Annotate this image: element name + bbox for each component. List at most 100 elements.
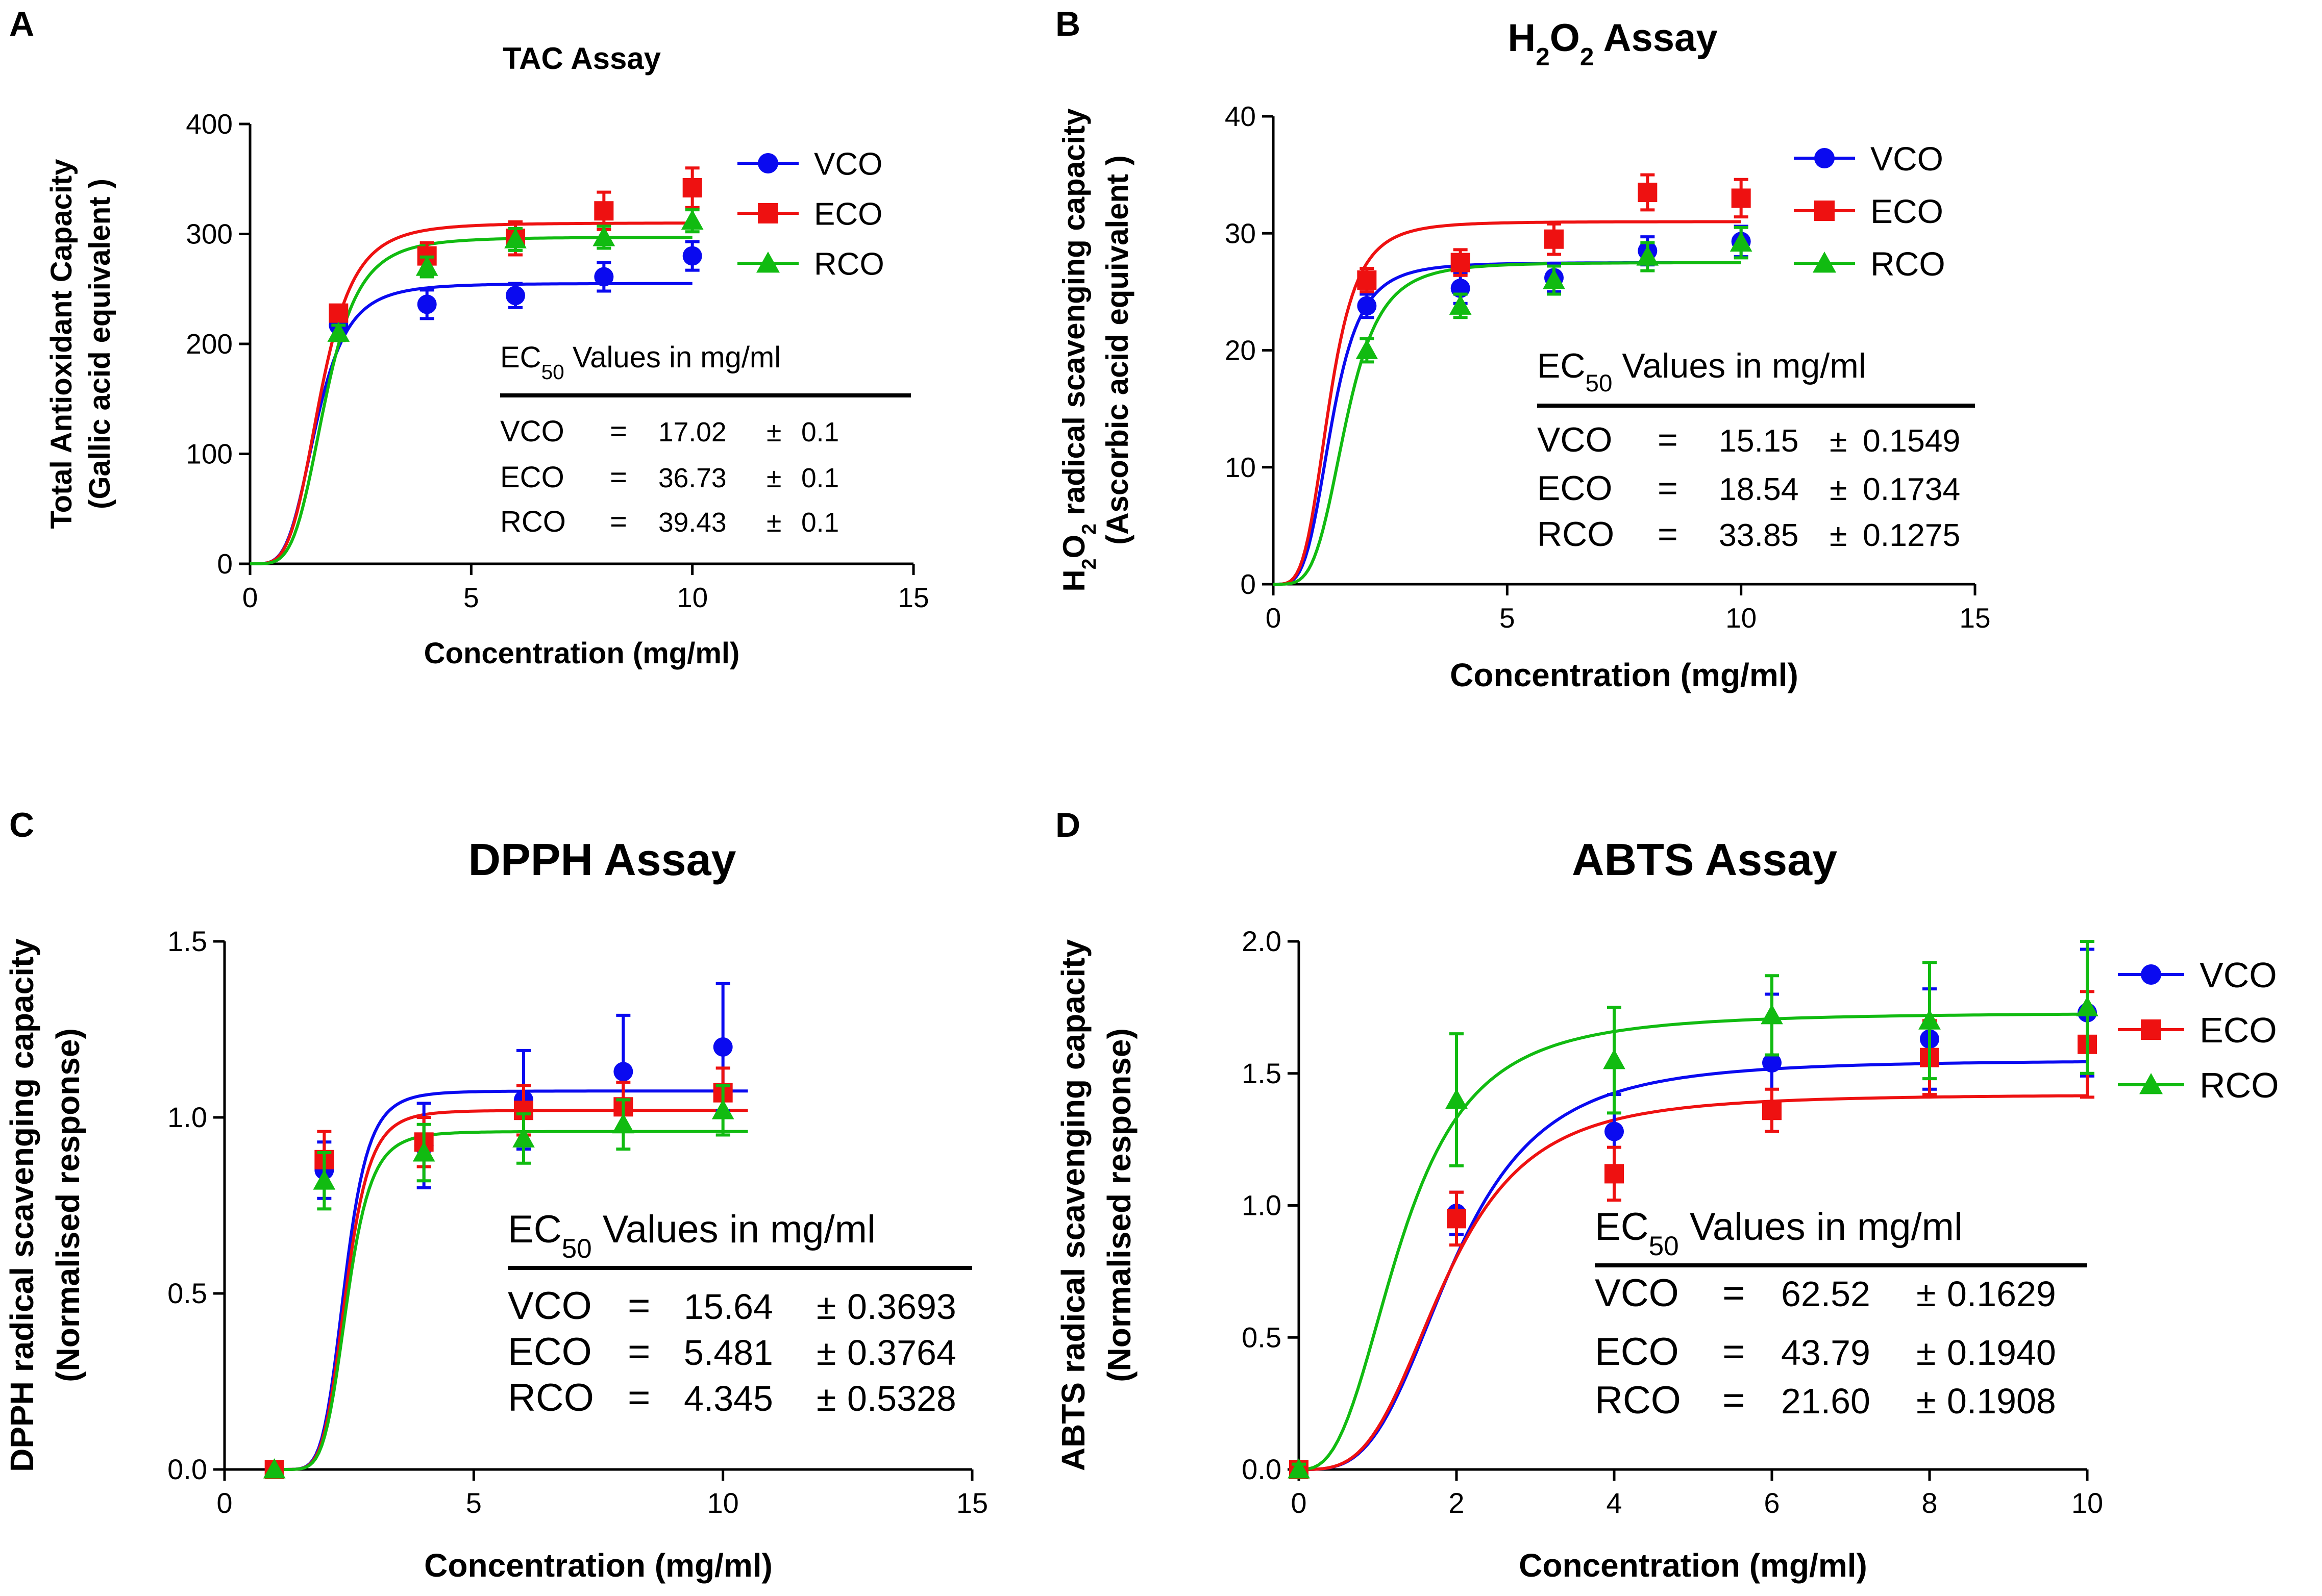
x-tick-label: 4	[1606, 1487, 1622, 1519]
y-tick-label: 1.0	[1242, 1189, 1281, 1221]
data-point-rco	[1449, 294, 1472, 315]
x-tick-label: 8	[1921, 1487, 1937, 1519]
ec50-error: 0.3693	[847, 1287, 956, 1327]
ec50-equals: =	[1722, 1330, 1745, 1374]
legend-entry-vco: VCO	[1794, 140, 1943, 178]
ec50-plus-minus: ±	[1916, 1333, 1936, 1373]
data-point-rco	[711, 1099, 734, 1119]
ec50-equals: =	[1658, 515, 1678, 554]
ec50-plus-minus: ±	[817, 1379, 836, 1418]
ec50-row-label: ECO	[1595, 1330, 1679, 1374]
data-point-vco	[1604, 1121, 1624, 1141]
y-tick-label: 0	[217, 548, 233, 580]
chart-title: DPPH Assay	[468, 834, 736, 885]
ec50-equals: =	[628, 1330, 650, 1374]
fit-curve-eco	[1273, 220, 1741, 586]
y-tick-label: 1.5	[167, 925, 207, 957]
ec50-equals: =	[610, 505, 627, 538]
ec50-plus-minus: ±	[817, 1287, 836, 1327]
data-point-rco	[2076, 996, 2098, 1016]
ec50-error: 0.1908	[1947, 1381, 2056, 1421]
y-tick-label: 0.5	[1242, 1321, 1281, 1353]
ec50-equals: =	[628, 1376, 650, 1419]
legend-label: ECO	[1870, 192, 1943, 230]
ec50-value: 15.64	[684, 1287, 773, 1327]
y-tick-label: 300	[186, 218, 233, 250]
ec50-error: 0.1	[801, 508, 839, 538]
data-point-eco	[1604, 1164, 1624, 1184]
data-point-rco	[1288, 1458, 1310, 1479]
fit-curve-rco	[274, 1130, 748, 1471]
x-tick-label: 5	[1499, 602, 1515, 634]
y-tick-label: 0.0	[1242, 1453, 1281, 1485]
data-point-rco	[1761, 1004, 1783, 1025]
legend-marker-rco	[2139, 1073, 2163, 1094]
ec50-header: EC50 Values in mg/ml	[1537, 346, 1866, 397]
ec50-plus-minus: ±	[767, 417, 781, 447]
legend-entry-rco: RCO	[2118, 1065, 2279, 1105]
legend-marker-eco	[2141, 1019, 2161, 1040]
ec50-equals: =	[1722, 1271, 1745, 1315]
legend-entry-vco: VCO	[737, 146, 882, 182]
panel-letter: A	[9, 5, 34, 43]
chart-title: TAC Assay	[503, 41, 661, 76]
data-point-vco	[1357, 296, 1377, 316]
panel-letter: B	[1055, 5, 1080, 43]
ec50-equals: =	[610, 415, 627, 448]
data-point-rco	[1730, 231, 1752, 252]
ec50-value: 33.85	[1719, 517, 1799, 553]
ec50-equals: =	[628, 1284, 650, 1328]
chart-title: ABTS Assay	[1572, 834, 1837, 885]
panel-B: B H2O2 Assay 0 5 10 15 0 10 20 30 40 Concentration …	[1055, 5, 1991, 693]
ec50-value: 62.52	[1781, 1274, 1870, 1314]
legend-marker-vco	[2141, 964, 2161, 985]
data-point-vco	[1762, 1053, 1782, 1073]
ec50-error: 0.1940	[1947, 1333, 2056, 1373]
ec50-header: EC50 Values in mg/ml	[1595, 1205, 1963, 1261]
y-tick-label: 1.5	[1242, 1057, 1281, 1089]
y-tick-label: 100	[186, 438, 233, 470]
x-tick-label: 0	[1266, 602, 1281, 634]
x-tick-label: 10	[707, 1487, 739, 1519]
x-tick-label: 10	[677, 582, 708, 613]
ec50-value: 4.345	[684, 1379, 773, 1418]
data-point-rco	[1918, 1009, 1941, 1030]
data-point-eco	[682, 178, 702, 197]
ec50-error: 0.1	[801, 417, 839, 447]
y-axis-title: Total Antioxidant Capacity	[45, 159, 78, 529]
ec50-header: EC50 Values in mg/ml	[508, 1208, 876, 1264]
legend-entry-eco: ECO	[1794, 192, 1943, 230]
y-axis-title: DPPH radical scavenging capacity	[4, 938, 40, 1472]
panel-A: A TAC Assay 0 5 10 15 0 100 200 300 400 Concentrati…	[9, 5, 929, 670]
data-point-rco	[1445, 1088, 1468, 1109]
data-point-vco	[613, 1062, 633, 1082]
ec50-plus-minus: ±	[1830, 517, 1847, 553]
x-tick-label: 0	[1291, 1487, 1306, 1519]
legend-label: ECO	[2200, 1010, 2277, 1050]
data-point-eco	[594, 201, 614, 221]
y-tick-label: 2.0	[1242, 925, 1281, 957]
ec50-row-label: RCO	[1595, 1379, 1681, 1422]
ec50-row-label: RCO	[1537, 515, 1614, 554]
ec50-plus-minus: ±	[1916, 1274, 1936, 1314]
ec50-error: 0.1275	[1863, 517, 1960, 553]
y-tick-label: 400	[186, 108, 233, 140]
data-point-vco	[594, 267, 614, 287]
legend-entry-eco: ECO	[737, 196, 882, 232]
panel-letter: C	[9, 806, 34, 844]
ec50-row-label: VCO	[500, 415, 564, 448]
ec50-plus-minus: ±	[1916, 1381, 1936, 1421]
ec50-row-label: ECO	[1537, 469, 1612, 508]
legend-entry-eco: ECO	[2118, 1010, 2277, 1050]
ec50-error: 0.1	[801, 463, 839, 493]
data-point-eco	[1638, 183, 1658, 203]
y-axis-title: ABTS radical scavenging capacity	[1055, 939, 1092, 1472]
fit-curve-rco	[250, 236, 693, 565]
panel-letter: D	[1055, 806, 1080, 844]
ec50-plus-minus: ±	[817, 1333, 836, 1373]
ec50-row-label: VCO	[1595, 1271, 1679, 1315]
y-tick-label: 30	[1225, 217, 1256, 249]
ec50-table: EC50 Values in mg/ml VCO = 15.15 ±0.1549 ECO =…	[1537, 346, 1975, 554]
ec50-error: 0.1549	[1863, 423, 1960, 459]
